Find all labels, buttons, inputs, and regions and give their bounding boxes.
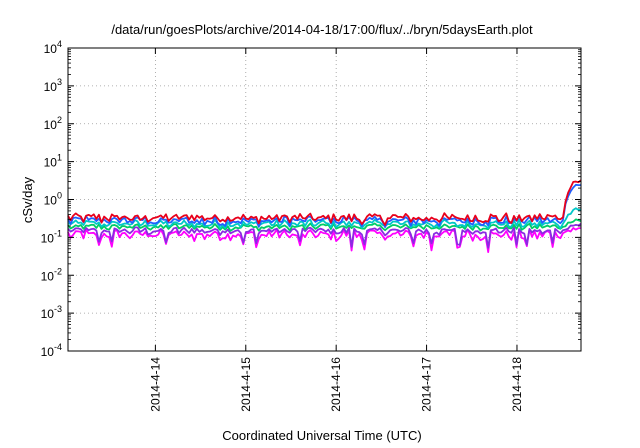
y-tick-label: 104 bbox=[44, 39, 62, 56]
x-axis: 2014-4-14 2014-4-15 2014-4-16 2014-4-17 2014… bbox=[148, 48, 524, 412]
y-tick-label: 103 bbox=[44, 77, 62, 94]
x-tick-label: 2014-4-16 bbox=[329, 357, 343, 412]
x-tick-label: 2014-4-14 bbox=[148, 357, 162, 412]
y-tick-label: 102 bbox=[44, 115, 62, 132]
y-axis-label: cSv/day bbox=[20, 176, 35, 223]
series-line bbox=[67, 183, 582, 229]
series-layer bbox=[67, 179, 582, 254]
x-tick-label: 2014-4-18 bbox=[510, 357, 524, 412]
series-line bbox=[67, 222, 582, 249]
series-line bbox=[67, 207, 582, 230]
y-axis: 10-4 10-3 10-2 10-1 100 101 102 103 104 bbox=[41, 39, 581, 359]
series-line bbox=[67, 179, 582, 226]
y-tick-label: 10-2 bbox=[41, 266, 62, 283]
x-tick-label: 2014-4-15 bbox=[239, 357, 253, 412]
y-tick-label: 10-3 bbox=[41, 304, 62, 321]
y-tick-label: 10-1 bbox=[41, 228, 62, 245]
y-tick-label: 100 bbox=[44, 191, 62, 208]
grid bbox=[68, 48, 581, 351]
y-tick-label: 10-4 bbox=[41, 342, 62, 359]
x-tick-label: 2014-4-17 bbox=[420, 357, 434, 412]
chart-title: /data/run/goesPlots/archive/2014-04-18/1… bbox=[111, 22, 533, 37]
y-tick-label: 101 bbox=[44, 153, 62, 170]
series-line bbox=[67, 218, 582, 232]
x-axis-label: Coordinated Universal Time (UTC) bbox=[222, 428, 421, 443]
series-line bbox=[67, 227, 582, 254]
